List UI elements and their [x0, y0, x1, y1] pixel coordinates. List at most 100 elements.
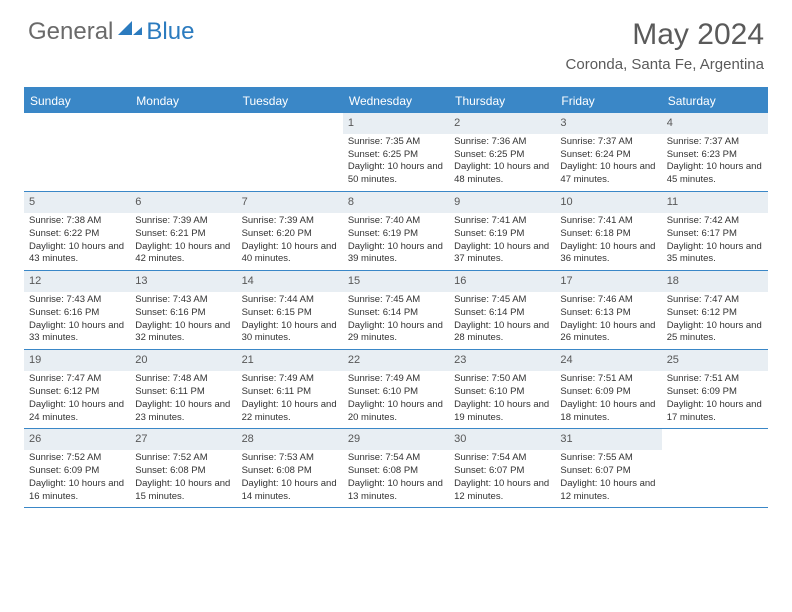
- day-cell: 13Sunrise: 7:43 AMSunset: 6:16 PMDayligh…: [130, 271, 236, 349]
- sunrise-text: Sunrise: 7:41 AM: [454, 215, 550, 228]
- day-number: 16: [449, 271, 555, 292]
- dow-header: Monday: [130, 89, 236, 113]
- day-info: Sunrise: 7:47 AMSunset: 6:12 PMDaylight:…: [662, 294, 768, 349]
- sunrise-text: Sunrise: 7:53 AM: [242, 452, 338, 465]
- sunrise-text: Sunrise: 7:38 AM: [29, 215, 125, 228]
- day-cell: 17Sunrise: 7:46 AMSunset: 6:13 PMDayligh…: [555, 271, 661, 349]
- day-info: Sunrise: 7:41 AMSunset: 6:18 PMDaylight:…: [555, 215, 661, 270]
- sunset-text: Sunset: 6:08 PM: [242, 465, 338, 478]
- daylight-text: Daylight: 10 hours and 50 minutes.: [348, 161, 444, 187]
- day-cell: 31Sunrise: 7:55 AMSunset: 6:07 PMDayligh…: [555, 429, 661, 507]
- day-cell: 7Sunrise: 7:39 AMSunset: 6:20 PMDaylight…: [237, 192, 343, 270]
- day-number: 2: [449, 113, 555, 134]
- day-cell: 19Sunrise: 7:47 AMSunset: 6:12 PMDayligh…: [24, 350, 130, 428]
- daylight-text: Daylight: 10 hours and 30 minutes.: [242, 320, 338, 346]
- day-info: Sunrise: 7:54 AMSunset: 6:07 PMDaylight:…: [449, 452, 555, 507]
- daylight-text: Daylight: 10 hours and 47 minutes.: [560, 161, 656, 187]
- day-number: 31: [555, 429, 661, 450]
- sunset-text: Sunset: 6:08 PM: [135, 465, 231, 478]
- sunset-text: Sunset: 6:08 PM: [348, 465, 444, 478]
- day-cell: 6Sunrise: 7:39 AMSunset: 6:21 PMDaylight…: [130, 192, 236, 270]
- day-cell: 26Sunrise: 7:52 AMSunset: 6:09 PMDayligh…: [24, 429, 130, 507]
- dow-header: Friday: [555, 89, 661, 113]
- day-cell: 18Sunrise: 7:47 AMSunset: 6:12 PMDayligh…: [662, 271, 768, 349]
- sunset-text: Sunset: 6:09 PM: [560, 386, 656, 399]
- dow-header: Sunday: [24, 89, 130, 113]
- logo: General Blue: [28, 18, 194, 46]
- daylight-text: Daylight: 10 hours and 17 minutes.: [667, 399, 763, 425]
- sunrise-text: Sunrise: 7:37 AM: [560, 136, 656, 149]
- day-number: [24, 113, 130, 134]
- sunset-text: Sunset: 6:07 PM: [560, 465, 656, 478]
- day-info: Sunrise: 7:45 AMSunset: 6:14 PMDaylight:…: [449, 294, 555, 349]
- sunrise-text: Sunrise: 7:54 AM: [454, 452, 550, 465]
- daylight-text: Daylight: 10 hours and 22 minutes.: [242, 399, 338, 425]
- sunset-text: Sunset: 6:07 PM: [454, 465, 550, 478]
- sunrise-text: Sunrise: 7:51 AM: [667, 373, 763, 386]
- day-number: 8: [343, 192, 449, 213]
- day-cell: 24Sunrise: 7:51 AMSunset: 6:09 PMDayligh…: [555, 350, 661, 428]
- day-cell: 9Sunrise: 7:41 AMSunset: 6:19 PMDaylight…: [449, 192, 555, 270]
- day-number: 15: [343, 271, 449, 292]
- daylight-text: Daylight: 10 hours and 39 minutes.: [348, 241, 444, 267]
- sunset-text: Sunset: 6:21 PM: [135, 228, 231, 241]
- day-number: 5: [24, 192, 130, 213]
- daylight-text: Daylight: 10 hours and 42 minutes.: [135, 241, 231, 267]
- sunrise-text: Sunrise: 7:46 AM: [560, 294, 656, 307]
- day-info: Sunrise: 7:39 AMSunset: 6:21 PMDaylight:…: [130, 215, 236, 270]
- sunrise-text: Sunrise: 7:50 AM: [454, 373, 550, 386]
- day-info: Sunrise: 7:43 AMSunset: 6:16 PMDaylight:…: [24, 294, 130, 349]
- day-cell: 15Sunrise: 7:45 AMSunset: 6:14 PMDayligh…: [343, 271, 449, 349]
- day-number: 27: [130, 429, 236, 450]
- daylight-text: Daylight: 10 hours and 37 minutes.: [454, 241, 550, 267]
- sunset-text: Sunset: 6:13 PM: [560, 307, 656, 320]
- day-number: [130, 113, 236, 134]
- dow-header: Wednesday: [343, 89, 449, 113]
- sunrise-text: Sunrise: 7:55 AM: [560, 452, 656, 465]
- daylight-text: Daylight: 10 hours and 12 minutes.: [454, 478, 550, 504]
- sunset-text: Sunset: 6:12 PM: [667, 307, 763, 320]
- week-row: 5 Sunrise: 7:38 AMSunset: 6:22 PM Daylight…: [24, 192, 768, 271]
- day-cell: 23Sunrise: 7:50 AMSunset: 6:10 PMDayligh…: [449, 350, 555, 428]
- dow-row: SundayMondayTuesdayWednesdayThursdayFrid…: [24, 89, 768, 113]
- day-info: Sunrise: 7:37 AMSunset: 6:23 PMDaylight:…: [662, 136, 768, 191]
- daylight-text: Daylight: 10 hours and 36 minutes.: [560, 241, 656, 267]
- day-info: Sunrise: 7:36 AMSunset: 6:25 PMDaylight:…: [449, 136, 555, 191]
- sunset-text: Sunset: 6:24 PM: [560, 149, 656, 162]
- day-cell: 2Sunrise: 7:36 AMSunset: 6:25 PMDaylight…: [449, 113, 555, 191]
- day-number: 4: [662, 113, 768, 134]
- daylight-text: Daylight: 10 hours and 40 minutes.: [242, 241, 338, 267]
- sunrise-text: Sunrise: 7:49 AM: [242, 373, 338, 386]
- daylight-text: Daylight: 10 hours and 20 minutes.: [348, 399, 444, 425]
- day-info: Sunrise: 7:52 AMSunset: 6:08 PMDaylight:…: [130, 452, 236, 507]
- day-number: 7: [237, 192, 343, 213]
- day-number: 14: [237, 271, 343, 292]
- sunrise-text: Sunrise: 7:45 AM: [348, 294, 444, 307]
- sunset-text: Sunset: 6:15 PM: [242, 307, 338, 320]
- day-cell: 10Sunrise: 7:41 AMSunset: 6:18 PMDayligh…: [555, 192, 661, 270]
- day-info: Sunrise: 7:46 AMSunset: 6:13 PMDaylight:…: [555, 294, 661, 349]
- sunset-text: Sunset: 6:14 PM: [454, 307, 550, 320]
- sunrise-text: Sunrise: 7:37 AM: [667, 136, 763, 149]
- day-info: Sunrise: 7:54 AMSunset: 6:08 PMDaylight:…: [343, 452, 449, 507]
- day-number: [237, 113, 343, 134]
- logo-blue: Blue: [146, 18, 194, 46]
- sunset-text: Sunset: 6:22 PM: [29, 228, 125, 241]
- sunrise-text: Sunrise: 7:49 AM: [348, 373, 444, 386]
- day-number: 22: [343, 350, 449, 371]
- daylight-text: Daylight: 10 hours and 25 minutes.: [667, 320, 763, 346]
- day-cell: 28Sunrise: 7:53 AMSunset: 6:08 PMDayligh…: [237, 429, 343, 507]
- daylight-text: Daylight: 10 hours and 35 minutes.: [667, 241, 763, 267]
- sunset-text: Sunset: 6:25 PM: [348, 149, 444, 162]
- day-number: 28: [237, 429, 343, 450]
- daylight-text: Daylight: 10 hours and 32 minutes.: [135, 320, 231, 346]
- sunrise-text: Sunrise: 7:52 AM: [135, 452, 231, 465]
- day-info: Sunrise: 7:52 AMSunset: 6:09 PMDaylight:…: [24, 452, 130, 507]
- day-number: 24: [555, 350, 661, 371]
- daylight-text: Daylight: 10 hours and 48 minutes.: [454, 161, 550, 187]
- sunset-text: Sunset: 6:11 PM: [242, 386, 338, 399]
- day-cell: [130, 113, 236, 191]
- month-title: May 2024: [566, 18, 764, 52]
- sunset-text: Sunset: 6:23 PM: [667, 149, 763, 162]
- sunset-text: Sunset: 6:18 PM: [560, 228, 656, 241]
